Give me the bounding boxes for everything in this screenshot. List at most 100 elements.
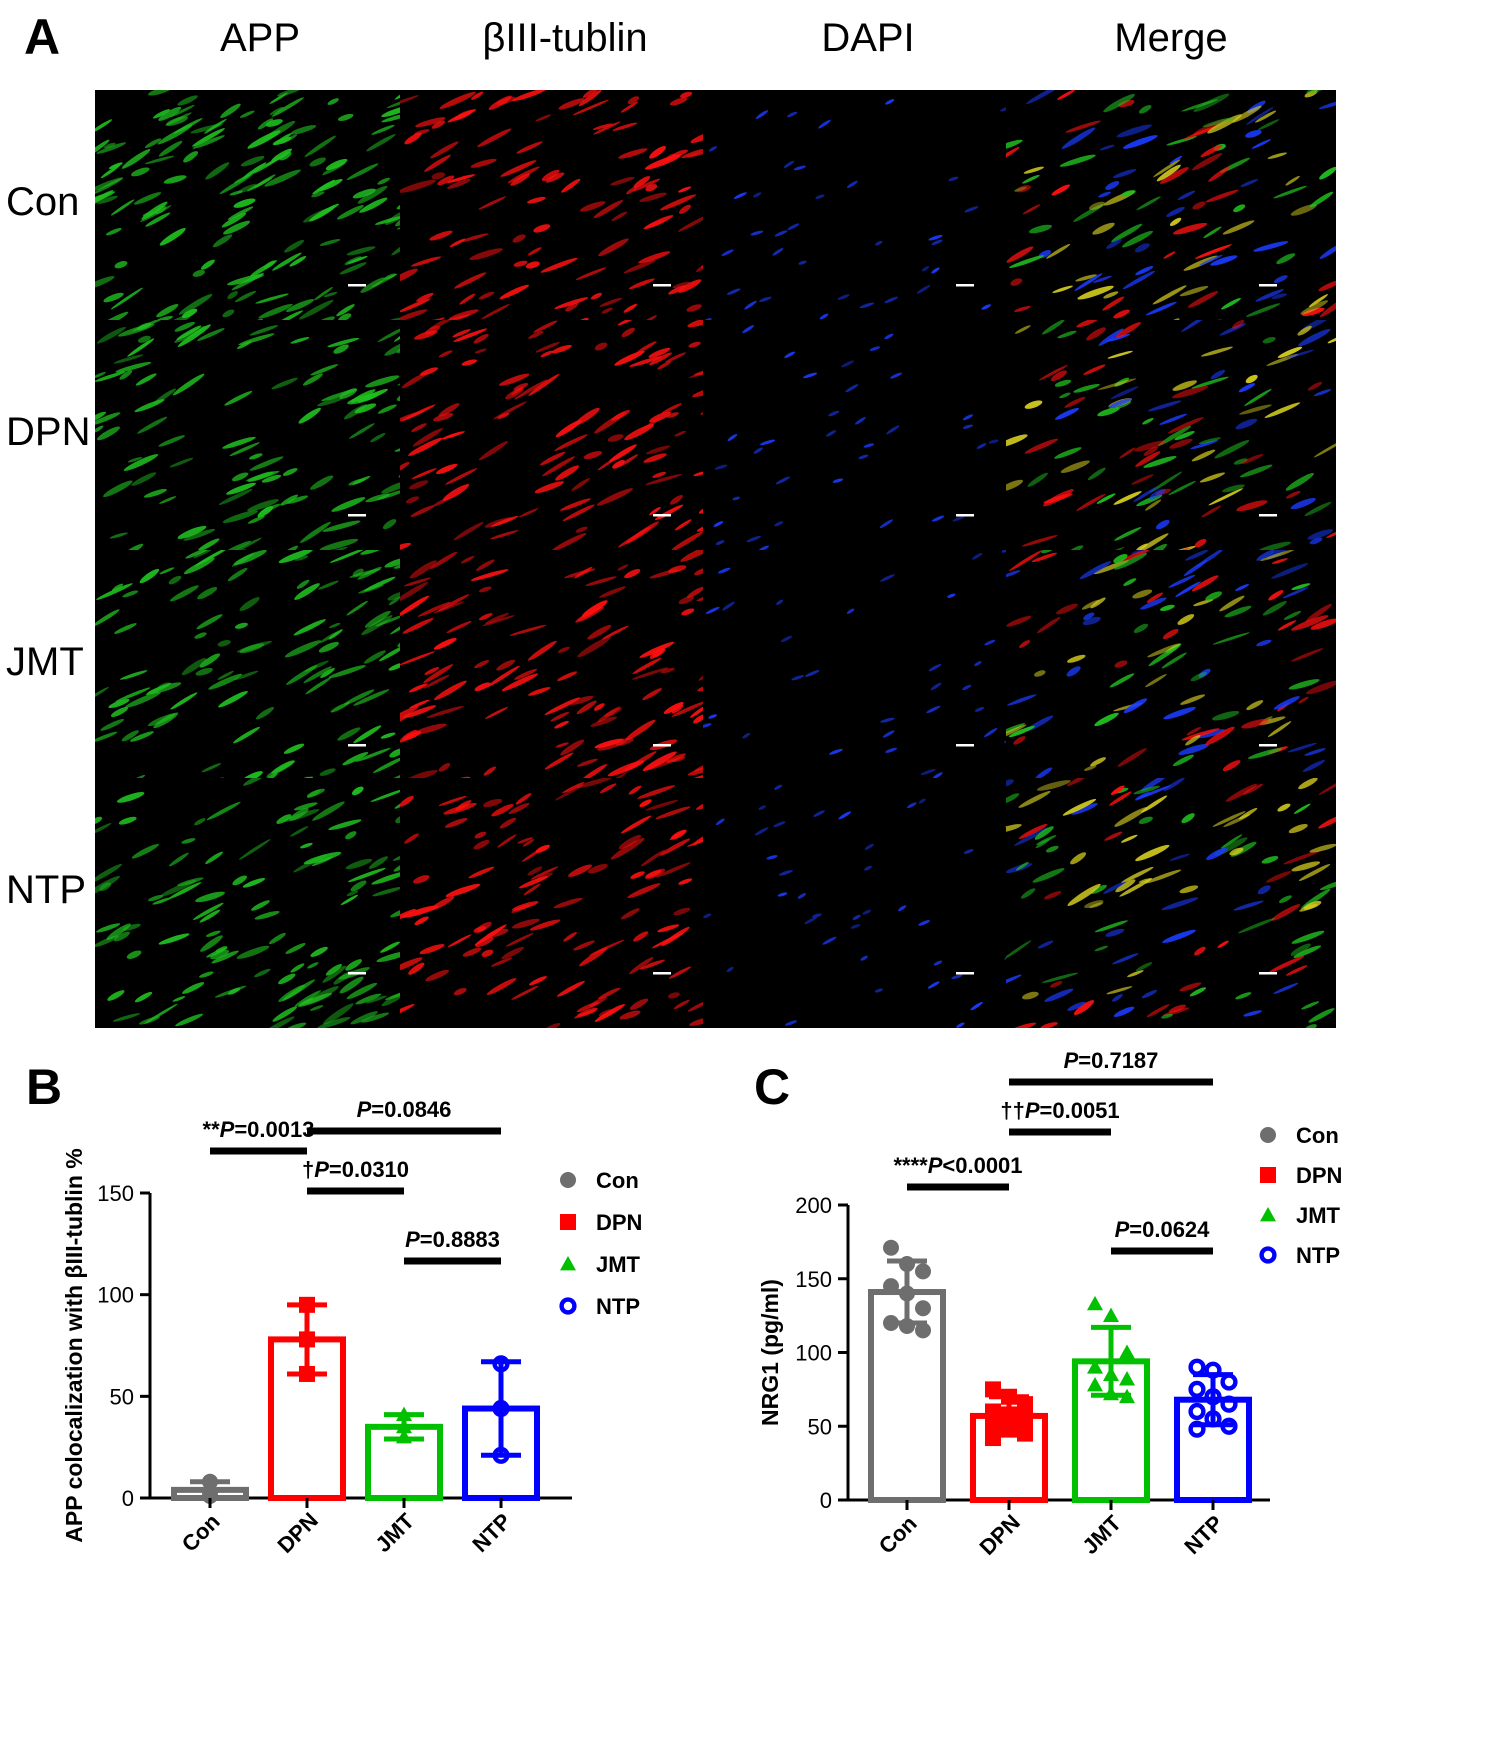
fiber-mark <box>587 864 608 874</box>
fiber-mark <box>249 325 278 336</box>
data-point <box>202 1473 218 1490</box>
fiber-mark <box>715 540 725 545</box>
micrograph-image <box>703 778 1033 1028</box>
fiber-mark <box>372 886 403 897</box>
fiber-mark <box>268 932 286 945</box>
fiber-mark <box>1194 946 1206 956</box>
fiber-mark <box>722 601 735 611</box>
fiber-mark <box>139 568 160 584</box>
fiber-mark <box>1108 398 1132 408</box>
scale-bar <box>348 744 366 747</box>
fiber-mark <box>497 834 517 848</box>
fiber-mark <box>1023 166 1044 174</box>
fiber-mark <box>409 480 429 490</box>
fiber-mark <box>962 414 974 421</box>
fiber-mark <box>668 966 692 979</box>
fiber-mark <box>890 372 902 379</box>
fiber-mark <box>1233 204 1246 213</box>
fiber-mark <box>310 475 334 490</box>
fiber-mark <box>227 206 254 220</box>
fiber-mark <box>589 996 607 1007</box>
data-point <box>1119 1344 1135 1359</box>
fiber-mark <box>815 194 825 200</box>
fiber-mark <box>1133 785 1160 795</box>
fiber-mark <box>478 291 495 300</box>
fiber-mark <box>361 1012 390 1023</box>
fiber-mark <box>430 896 455 911</box>
fiber-mark <box>1024 438 1059 454</box>
fiber-mark <box>200 935 223 952</box>
fiber-mark <box>338 313 352 322</box>
fiber-mark <box>590 292 602 300</box>
fiber-mark <box>199 653 221 668</box>
fiber-mark <box>1162 628 1179 640</box>
fiber-mark <box>513 668 538 680</box>
fiber-mark <box>95 191 116 206</box>
fiber-mark <box>1014 827 1049 846</box>
fiber-mark <box>618 148 648 159</box>
fiber-mark <box>1113 1006 1135 1017</box>
fiber-mark <box>645 799 679 811</box>
fiber-mark <box>433 680 467 701</box>
data-point <box>1188 1358 1206 1376</box>
fiber-mark <box>1190 440 1219 450</box>
fiber-mark <box>500 160 537 177</box>
fiber-mark <box>1116 124 1152 138</box>
fiber-mark <box>474 348 487 354</box>
significance-label: P=0.0846 <box>357 1097 452 1122</box>
micrograph-image <box>1006 90 1336 340</box>
fiber-mark <box>1194 244 1232 259</box>
fiber-mark <box>1207 114 1243 134</box>
fiber-mark <box>380 732 396 739</box>
fiber-mark <box>1256 550 1275 561</box>
fiber-mark <box>776 599 784 605</box>
fiber-mark <box>1159 167 1189 184</box>
fiber-mark <box>670 829 687 840</box>
fiber-mark <box>528 687 551 696</box>
micrograph-background <box>703 90 1033 340</box>
fiber-mark <box>518 875 549 889</box>
fiber-mark <box>1205 189 1239 203</box>
fiber-mark <box>307 962 319 969</box>
fiber-mark <box>535 844 550 853</box>
fiber-mark <box>1046 243 1071 259</box>
fiber-mark <box>192 128 225 147</box>
fiber-mark <box>649 507 661 516</box>
fiber-mark <box>218 488 253 505</box>
fiber-mark <box>1123 578 1137 586</box>
fiber-mark <box>114 623 137 634</box>
data-point <box>915 1300 931 1317</box>
fiber-mark <box>1066 778 1090 787</box>
fiber-mark <box>593 121 621 135</box>
fiber-mark <box>1110 785 1125 796</box>
column-header-app: APP <box>219 16 301 60</box>
fiber-mark <box>1038 364 1068 381</box>
fiber-mark <box>819 313 829 320</box>
fiber-mark <box>1172 222 1208 235</box>
fiber-mark <box>278 984 306 1002</box>
fiber-mark <box>1319 166 1336 180</box>
fiber-mark <box>1006 615 1032 627</box>
data-point <box>1220 1417 1238 1435</box>
fiber-mark <box>236 945 270 959</box>
fiber-mark <box>408 683 428 693</box>
fiber-mark <box>1219 595 1245 612</box>
fiber-mark <box>1285 490 1301 499</box>
fiber-mark <box>1229 847 1244 856</box>
fiber-mark <box>432 601 464 614</box>
fiber-mark <box>612 459 625 469</box>
fiber-mark <box>143 488 167 498</box>
fiber-mark <box>590 716 618 727</box>
fiber-mark <box>639 959 666 970</box>
fiber-mark <box>320 667 335 679</box>
fiber-mark <box>1189 987 1207 997</box>
fiber-mark <box>107 990 125 1001</box>
fiber-mark <box>1122 230 1153 248</box>
fiber-mark <box>721 249 734 256</box>
data-point <box>883 1278 899 1295</box>
fiber-mark <box>1319 878 1336 891</box>
data-point <box>299 1296 315 1313</box>
fiber-mark <box>1246 700 1264 711</box>
fiber-mark <box>496 96 516 105</box>
fiber-mark <box>499 284 530 300</box>
